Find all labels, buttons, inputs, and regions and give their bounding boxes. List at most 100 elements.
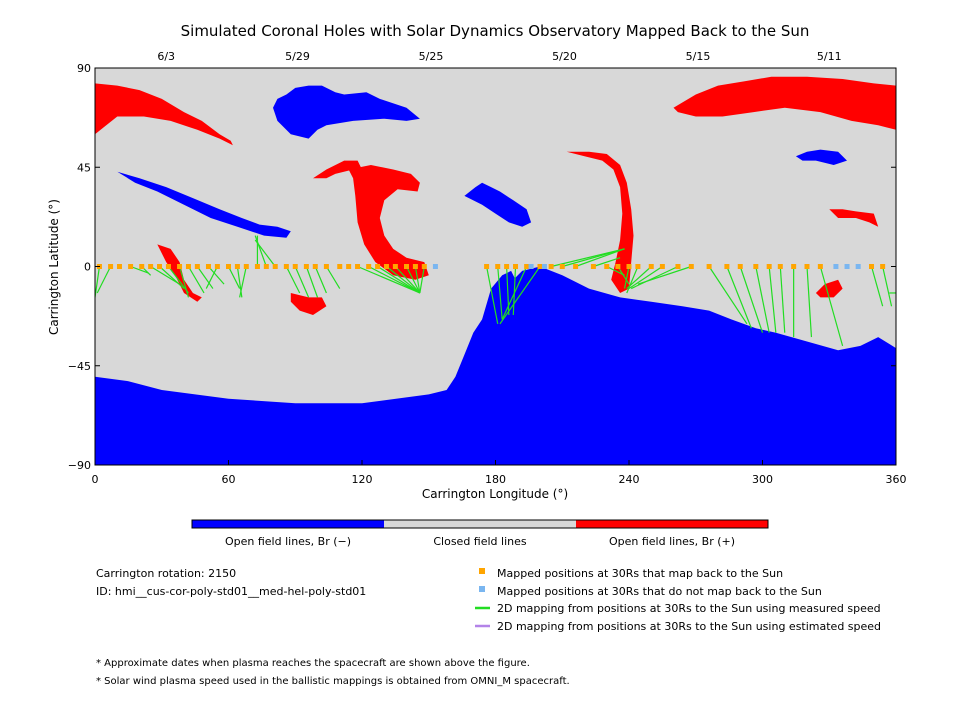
mapped-position [177,264,183,269]
negative-coronal-hole [95,266,896,465]
measured-mapping-line [96,266,112,294]
date-tick-label: 5/15 [686,50,711,63]
mapped-position [337,264,343,269]
mapped-position [626,264,632,269]
top-date-axis: 6/3 5/29 5/25 5/20 5/15 5/11 [157,50,842,73]
legend: Mapped positions at 30Rs that map back t… [475,567,881,633]
mapped-position [366,264,372,269]
mapped-position [573,264,579,269]
mapped-position [214,264,220,269]
mapped-position [590,264,596,269]
mapped-position [766,264,772,269]
mapped-position [263,264,269,269]
measured-mapping-line [606,265,625,276]
mapped-position [513,264,519,269]
measured-mapping-line [593,257,621,268]
mapped-position [226,264,231,269]
measured-mapping-line [167,266,189,294]
unmapped-position [855,264,861,269]
measured-mapping-line [882,266,893,307]
mapped-position [272,264,278,269]
mapped-position [194,264,200,269]
x-axis: 0 60 120 180 240 300 360 [92,460,907,486]
legend-unmapped-swatch [479,586,485,592]
mapped-position [737,264,743,269]
colorbar-segment [576,520,768,528]
measured-mapping-line [305,266,319,298]
measured-mapping-line [208,266,225,285]
x-tick-label: 120 [352,473,373,486]
negative-coronal-hole [482,270,783,404]
y-tick-label: −45 [68,360,91,373]
positive-coronal-hole [290,293,327,315]
mapped-position [753,264,759,269]
mapped-position [165,264,171,269]
negative-coronal-hole [795,149,847,165]
measured-mapping-line [497,266,503,320]
colorbar-segment [384,520,576,528]
mapped-position [484,264,490,269]
measured-mapping-line [325,266,341,289]
unmapped-position [541,264,547,269]
measured-mapping-line [95,266,101,298]
date-tick-label: 5/29 [285,50,310,63]
measured-mapping-line [501,266,528,320]
mapped-position [559,264,565,269]
mapped-position [880,264,886,269]
mapped-position [524,264,530,269]
measured-mapping-line [130,265,149,274]
measured-mapping-line [227,266,241,289]
x-tick-label: 180 [485,473,506,486]
coronal-hole-regions [95,76,896,465]
positive-coronal-hole [566,151,634,293]
mapped-position [869,264,875,269]
mapped-position [675,264,681,269]
positive-coronal-hole [673,76,896,130]
positive-coronal-hole [95,83,233,146]
unmapped-position [844,264,850,269]
positive-coronal-hole [157,244,202,302]
mapped-position [303,264,309,269]
mapped-position [157,264,163,269]
mapped-position [116,264,122,269]
measured-mapping-line [739,266,764,333]
measured-mapping-line [285,266,301,294]
measured-mapping-line [314,266,327,294]
mapped-position [659,264,665,269]
chart-title: Simulated Coronal Holes with Solar Dynam… [181,22,810,40]
mapped-position [254,264,260,269]
negative-coronal-hole [464,182,532,227]
measured-mapping-line [779,266,786,333]
measured-mapping-line [196,266,214,289]
mapped-position [234,264,240,269]
mapped-position [495,264,501,269]
mapped-position [283,264,289,269]
note-speed: * Solar wind plasma speed used in the ba… [96,676,570,687]
measured-mapping-line [205,266,218,289]
x-tick-label: 60 [222,473,236,486]
x-tick-label: 300 [752,473,773,486]
mapping-lines [95,235,896,347]
colorbar-segment [192,520,384,528]
measured-mapping-line [562,248,625,268]
measured-mapping-line [755,266,770,333]
carrington-rotation: Carrington rotation: 2150 [96,567,236,580]
measured-mapping-line [357,265,421,294]
measured-mapping-line [254,235,267,267]
mapped-position [648,264,654,269]
measured-mapping-line [630,265,679,290]
mapped-position [355,264,361,269]
measured-mapping-line [617,266,630,285]
model-id: ID: hmi__cus-cor-poly-std01__med-hel-pol… [96,585,366,598]
legend-unmapped-label: Mapped positions at 30Rs that do not map… [497,585,822,598]
colorbar-frame [191,519,769,529]
measured-mapping-line [768,266,777,333]
mapped-position [139,264,145,269]
measured-mapping-line [870,266,884,307]
measured-mapping-line [394,266,421,294]
measured-mapping-line [386,266,421,294]
mapped-position [504,264,510,269]
date-tick-label: 5/20 [552,50,577,63]
measured-mapping-line [819,266,844,347]
